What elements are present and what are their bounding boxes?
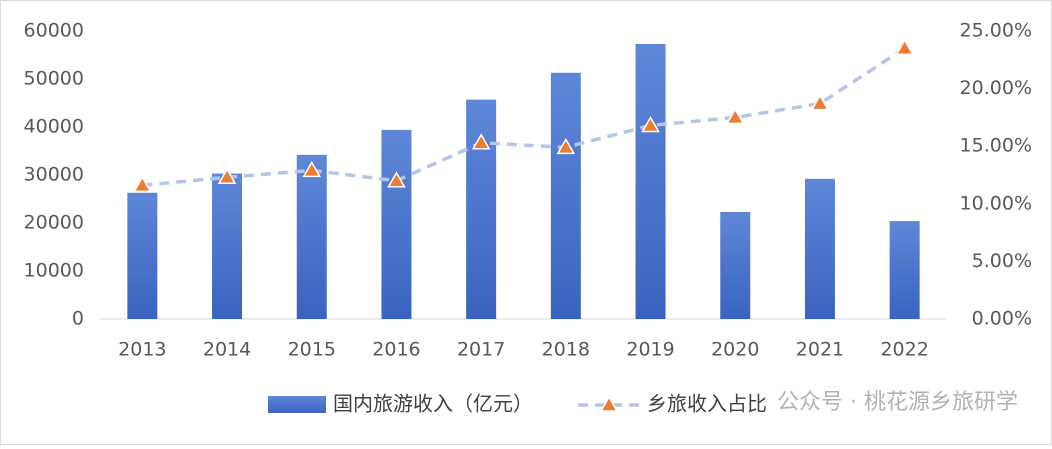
- marker: [387, 171, 406, 188]
- y-tick-label: 50000: [24, 68, 84, 90]
- x-tick-label: 2020: [711, 339, 759, 361]
- marker: [133, 175, 152, 193]
- bar: [804, 178, 835, 319]
- y-tick-label: 30000: [24, 164, 84, 186]
- y2-tick-label: 25.00%: [960, 20, 1032, 42]
- bar: [720, 211, 751, 319]
- bar: [127, 192, 158, 319]
- x-tick-label: 2022: [880, 339, 928, 361]
- x-tick-label: 2018: [542, 339, 590, 361]
- line: [142, 46, 906, 188]
- y-tick-label: 40000: [24, 116, 84, 138]
- y-tick-label: 60000: [24, 20, 84, 42]
- marker: [810, 94, 830, 111]
- legend-label: 国内旅游收入（亿元）: [333, 392, 533, 416]
- bar: [889, 221, 920, 319]
- y2-tick-label: 5.00%: [972, 250, 1032, 272]
- x-tick-label: 2016: [372, 339, 420, 361]
- x-tick-label: 2019: [626, 339, 674, 361]
- marker: [725, 107, 745, 125]
- y2-tick-label: 10.00%: [960, 192, 1032, 214]
- y2-tick-label: 0.00%: [972, 308, 1032, 330]
- legend-label: 乡旅收入占比: [647, 392, 767, 416]
- x-tick-label: 2014: [203, 339, 251, 361]
- y-tick-label: 10000: [24, 260, 84, 282]
- marker: [302, 160, 322, 178]
- watermark: 公众号 · 桃花源乡旅研学: [777, 390, 1018, 415]
- legend: 国内旅游收入（亿元） 乡旅收入占比: [268, 392, 767, 416]
- x-tick-label: 2017: [457, 339, 505, 361]
- y2-tick-label: 20.00%: [960, 77, 1032, 99]
- bar: [466, 99, 497, 319]
- y2-tick-label: 15.00%: [960, 135, 1032, 157]
- bar: [296, 154, 327, 319]
- marker: [641, 115, 660, 133]
- bar: [635, 43, 666, 320]
- x-tick-label: 2013: [118, 339, 166, 361]
- bar: [212, 173, 243, 319]
- bar: [550, 72, 581, 319]
- legend-marker: [599, 395, 619, 412]
- y-tick-label: 0: [72, 308, 84, 330]
- x-tick-label: 2021: [796, 339, 844, 361]
- legend-swatch: [268, 396, 326, 413]
- bar: [381, 129, 412, 319]
- marker: [471, 133, 491, 150]
- y-tick-label: 20000: [24, 212, 84, 234]
- marker: [895, 38, 914, 56]
- marker: [556, 137, 576, 155]
- x-tick-label: 2015: [288, 339, 336, 361]
- marker: [217, 167, 237, 185]
